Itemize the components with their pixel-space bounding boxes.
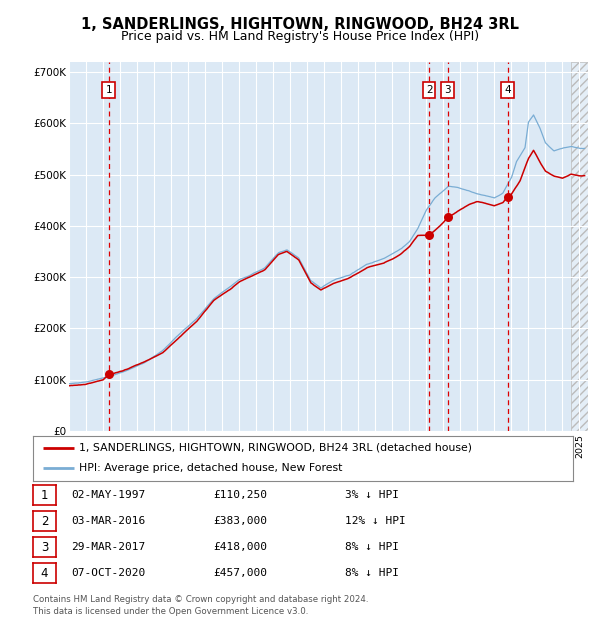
- Text: 12% ↓ HPI: 12% ↓ HPI: [345, 516, 406, 526]
- Text: Contains HM Land Registry data © Crown copyright and database right 2024.
This d: Contains HM Land Registry data © Crown c…: [33, 595, 368, 616]
- Text: 1, SANDERLINGS, HIGHTOWN, RINGWOOD, BH24 3RL: 1, SANDERLINGS, HIGHTOWN, RINGWOOD, BH24…: [81, 17, 519, 32]
- Text: £457,000: £457,000: [213, 568, 267, 578]
- Text: 4: 4: [504, 85, 511, 95]
- Text: 8% ↓ HPI: 8% ↓ HPI: [345, 568, 399, 578]
- Text: 29-MAR-2017: 29-MAR-2017: [71, 542, 145, 552]
- Text: 3% ↓ HPI: 3% ↓ HPI: [345, 490, 399, 500]
- Text: £110,250: £110,250: [213, 490, 267, 500]
- Text: 4: 4: [41, 567, 48, 580]
- Text: 3: 3: [41, 541, 48, 554]
- Text: 1, SANDERLINGS, HIGHTOWN, RINGWOOD, BH24 3RL (detached house): 1, SANDERLINGS, HIGHTOWN, RINGWOOD, BH24…: [79, 443, 472, 453]
- Text: 2: 2: [41, 515, 48, 528]
- Text: 03-MAR-2016: 03-MAR-2016: [71, 516, 145, 526]
- Text: 8% ↓ HPI: 8% ↓ HPI: [345, 542, 399, 552]
- Text: £383,000: £383,000: [213, 516, 267, 526]
- Text: 02-MAY-1997: 02-MAY-1997: [71, 490, 145, 500]
- Text: Price paid vs. HM Land Registry's House Price Index (HPI): Price paid vs. HM Land Registry's House …: [121, 30, 479, 43]
- Text: 1: 1: [106, 85, 112, 95]
- Text: 2: 2: [426, 85, 433, 95]
- Text: £418,000: £418,000: [213, 542, 267, 552]
- Text: 3: 3: [445, 85, 451, 95]
- Text: 1: 1: [41, 489, 48, 502]
- Text: HPI: Average price, detached house, New Forest: HPI: Average price, detached house, New …: [79, 463, 342, 474]
- Text: 07-OCT-2020: 07-OCT-2020: [71, 568, 145, 578]
